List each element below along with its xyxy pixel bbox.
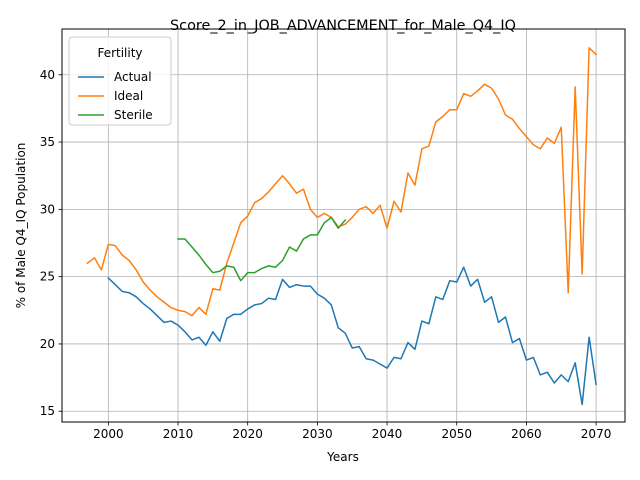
- x-tick-label: 2010: [163, 427, 194, 441]
- series-line-actual: [107, 266, 597, 406]
- x-axis-ticks: 2000 2010 2020 2030 2040 2050 2060 2070: [93, 422, 611, 441]
- y-tick-label: 15: [40, 404, 55, 418]
- x-tick-label: 2050: [441, 427, 472, 441]
- chart-title: Score_2_in_JOB_ADVANCEMENT_for_Male_Q4_I…: [170, 18, 516, 34]
- legend: Fertility Actual Ideal Sterile: [68, 36, 172, 126]
- x-tick-label: 2060: [511, 427, 542, 441]
- y-tick-label: 25: [40, 270, 55, 284]
- x-tick-label: 2020: [232, 427, 263, 441]
- legend-label-ideal: Ideal: [114, 89, 143, 103]
- legend-box: [68, 36, 172, 126]
- y-tick-label: 20: [40, 337, 55, 351]
- x-tick-label: 2000: [93, 427, 124, 441]
- plot-frame: [61, 28, 626, 423]
- x-tick-label: 2070: [581, 427, 612, 441]
- y-tick-label: 35: [40, 135, 55, 149]
- x-tick-label: 2030: [302, 427, 333, 441]
- y-tick-label: 30: [40, 202, 55, 216]
- grid: [62, 29, 625, 422]
- legend-title: Fertility: [97, 46, 142, 60]
- series-lines: [86, 47, 598, 406]
- x-axis-label: Years: [326, 450, 359, 464]
- legend-label-sterile: Sterile: [114, 108, 153, 122]
- y-axis-ticks: 15 20 25 30 35 40: [40, 68, 62, 418]
- x-tick-label: 2040: [372, 427, 403, 441]
- y-tick-label: 40: [40, 68, 55, 82]
- series-line-ideal: [86, 47, 598, 317]
- y-axis-label: % of Male Q4_IQ Population: [14, 143, 28, 309]
- legend-label-actual: Actual: [114, 70, 152, 84]
- series-line-sterile: [177, 216, 347, 282]
